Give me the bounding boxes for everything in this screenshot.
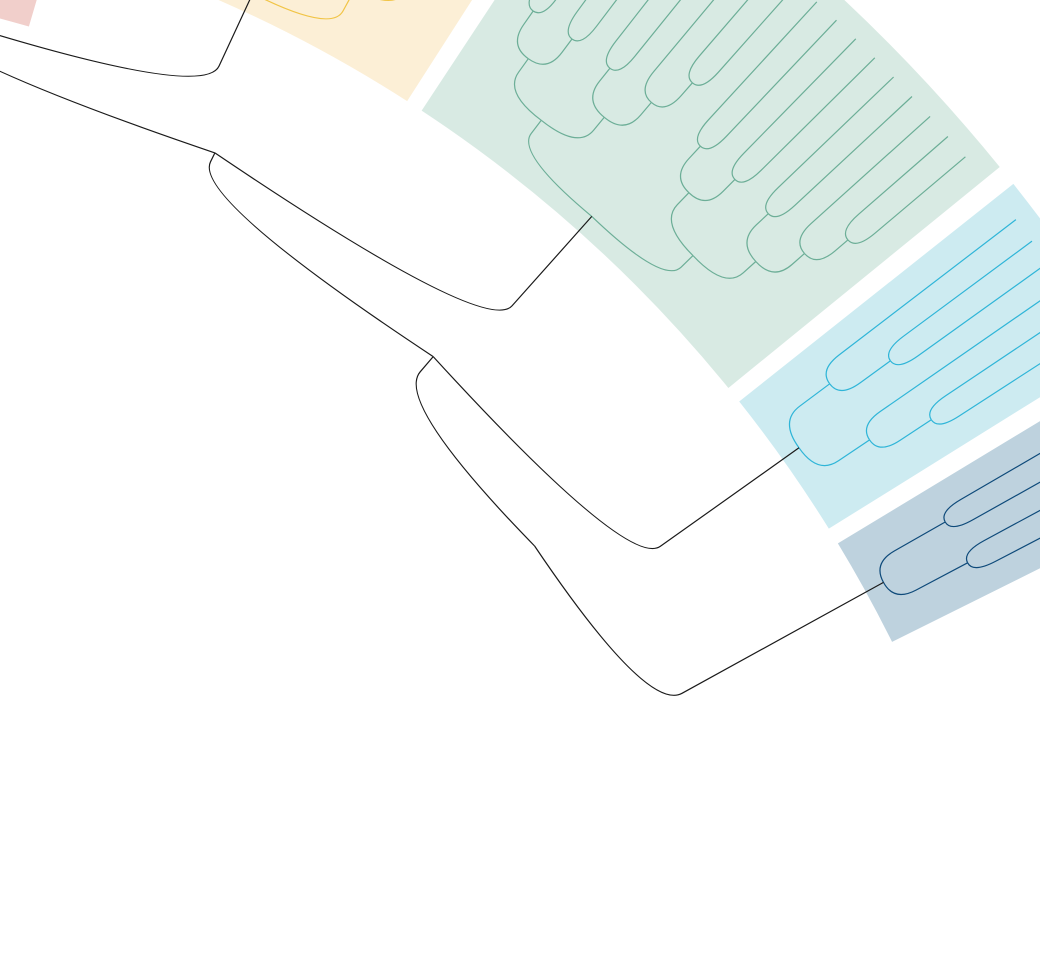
backbone-branch (535, 546, 884, 695)
backbone-branch (416, 357, 534, 546)
backbone-branch (209, 153, 433, 357)
clade-band (0, 0, 153, 60)
backbone-branch (0, 9, 215, 153)
backbone-branch (433, 357, 799, 549)
backbone-branch (0, 0, 253, 76)
